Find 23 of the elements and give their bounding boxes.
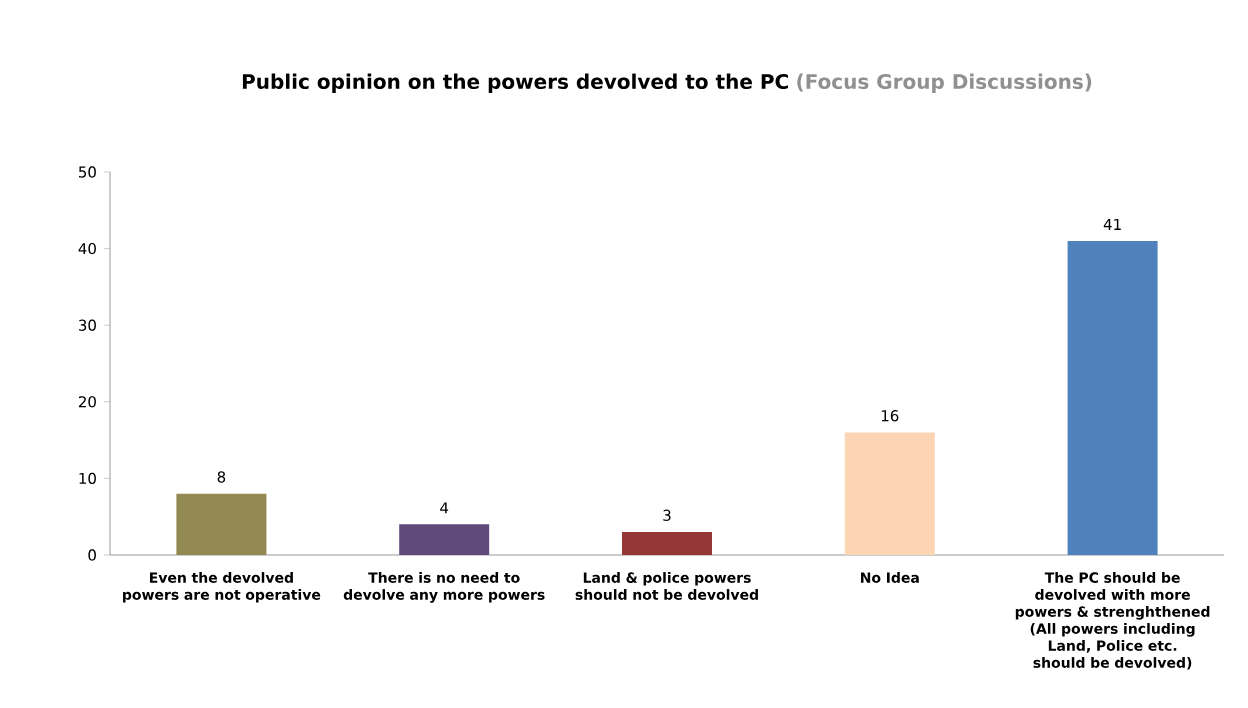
- data-label: 16: [881, 410, 899, 422]
- y-tick-label: 20: [78, 396, 96, 408]
- data-label: 41: [1103, 218, 1121, 230]
- y-tick-label: 40: [78, 242, 96, 255]
- bar: [1067, 240, 1158, 555]
- y-tick-label: 0: [88, 549, 96, 561]
- x-tick-label: No Idea: [861, 572, 919, 583]
- y-tick-label: 30: [78, 319, 96, 331]
- data-label: 4: [440, 502, 449, 514]
- data-label: 8: [217, 471, 226, 483]
- x-tick-label: The PC should be devolved with more powers & strenghthened (All powers including Land, Police etc. should be devolved): [1015, 572, 1210, 670]
- x-tick-label: Land & police powers should not be devolved: [575, 572, 758, 600]
- chart-title: Public opinion on the powers devolved to the PC: [242, 73, 788, 93]
- bar: [399, 524, 490, 555]
- chart-subtitle: (Focus Group Discussions): [797, 73, 1092, 93]
- x-tick-label: Even the devolved powers are not operative: [123, 572, 321, 603]
- bar: [844, 432, 935, 555]
- y-tick-label: 10: [79, 472, 96, 485]
- bar: [176, 493, 267, 555]
- data-label: 3: [663, 509, 671, 521]
- y-tick-label: 50: [79, 166, 96, 178]
- bar: [622, 532, 713, 555]
- x-tick-label: There is no need to devolve any more powers: [343, 572, 545, 603]
